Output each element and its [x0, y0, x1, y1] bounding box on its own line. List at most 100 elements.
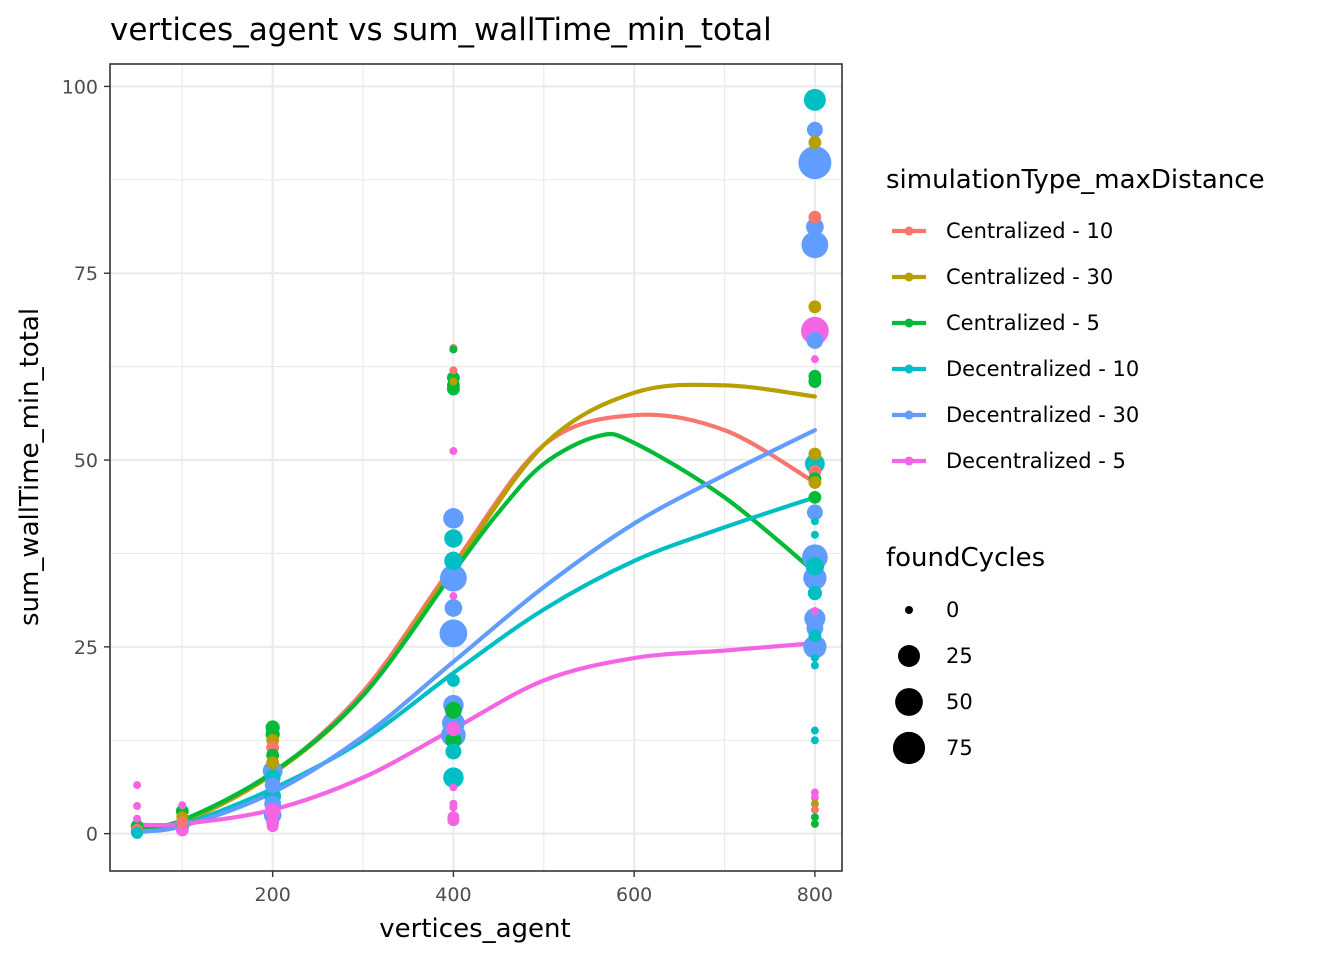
- data-point: [440, 564, 467, 592]
- size-legend-key: [905, 606, 913, 614]
- data-point: [806, 121, 823, 138]
- data-point: [449, 592, 458, 601]
- data-point: [449, 366, 458, 375]
- data-point: [264, 777, 281, 794]
- data-point: [810, 793, 819, 802]
- smooth-line: [135, 428, 817, 834]
- data-point: [446, 674, 460, 687]
- data-point: [444, 551, 463, 571]
- data-point: [808, 629, 822, 643]
- data-points: [130, 88, 832, 839]
- legend-key-point: [904, 364, 914, 374]
- size-legend-label: 25: [946, 644, 973, 668]
- data-point: [810, 606, 819, 615]
- legend-key-point: [904, 318, 914, 328]
- data-point: [808, 375, 822, 388]
- legend-label: Decentralized - 5: [946, 449, 1126, 473]
- data-point: [266, 820, 279, 833]
- data-point: [445, 743, 462, 760]
- data-point: [439, 619, 468, 648]
- data-point: [133, 801, 142, 810]
- axes: 200 400 600 800 0 25 50 75 100: [62, 76, 833, 906]
- size-legend-key: [898, 645, 920, 667]
- data-point: [810, 355, 819, 364]
- data-point: [443, 767, 464, 788]
- data-point: [447, 814, 460, 827]
- data-point: [445, 732, 462, 749]
- data-point: [808, 447, 822, 461]
- smooth-lines: [135, 382, 817, 835]
- y-tick-label: 100: [62, 76, 98, 98]
- data-point: [808, 300, 822, 314]
- x-tick-label: 800: [797, 884, 833, 906]
- data-point: [808, 490, 822, 504]
- data-point: [808, 210, 822, 224]
- data-point: [444, 701, 462, 719]
- data-point: [444, 529, 463, 548]
- data-point: [803, 635, 827, 659]
- data-point: [810, 654, 819, 663]
- x-tick-label: 200: [255, 884, 291, 906]
- data-point: [810, 736, 819, 745]
- x-tick-label: 400: [435, 884, 471, 906]
- size-legend-label: 75: [946, 736, 973, 760]
- data-point: [133, 814, 142, 823]
- data-point: [449, 783, 458, 792]
- data-point: [805, 556, 825, 576]
- smooth-line: [135, 412, 817, 833]
- data-point: [810, 819, 819, 828]
- data-point: [803, 88, 826, 111]
- size-legend-title: foundCycles: [886, 543, 1045, 573]
- data-point: [449, 345, 458, 354]
- data-point: [443, 508, 464, 529]
- data-point: [810, 517, 819, 526]
- size-legend-key: [895, 688, 923, 716]
- legend-label: Decentralized - 10: [946, 357, 1139, 381]
- data-point: [808, 136, 822, 149]
- data-point: [808, 476, 822, 489]
- data-point: [449, 377, 458, 386]
- data-point: [807, 585, 823, 601]
- size-legend-label: 50: [946, 690, 973, 714]
- data-point: [176, 816, 189, 829]
- size-legend-key: [892, 731, 926, 765]
- x-tick-label: 600: [616, 884, 652, 906]
- x-axis-title: vertices_agent: [379, 914, 570, 944]
- smooth-line: [135, 382, 817, 833]
- y-axis-title: sum_wallTime_min_total: [15, 308, 45, 626]
- data-point: [133, 781, 142, 790]
- data-point: [806, 218, 824, 236]
- legend-label: Decentralized - 30: [946, 403, 1139, 427]
- data-point: [806, 332, 824, 349]
- color-legend-title: simulationType_maxDistance: [886, 165, 1265, 195]
- data-point: [810, 530, 819, 539]
- size-legend: foundCycles 0 25 50 75: [886, 543, 1045, 765]
- data-point: [178, 801, 187, 810]
- chart-title: vertices_agent vs sum_wallTime_min_total: [110, 12, 772, 48]
- legend-key-point: [904, 226, 914, 236]
- data-point: [806, 504, 823, 521]
- y-tick-label: 25: [74, 637, 98, 659]
- data-point: [266, 756, 280, 770]
- data-point: [264, 803, 281, 820]
- size-legend-label: 0: [946, 598, 959, 622]
- legend-key-point: [904, 272, 914, 282]
- data-point: [798, 146, 832, 180]
- data-point: [810, 726, 819, 735]
- legend-label: Centralized - 10: [946, 219, 1113, 243]
- data-point: [810, 805, 819, 814]
- data-point: [449, 447, 458, 456]
- grid: [110, 64, 842, 871]
- y-tick-label: 75: [74, 263, 98, 285]
- data-point: [131, 826, 144, 839]
- legend-key-point: [904, 456, 914, 466]
- smooth-line: [135, 640, 817, 828]
- data-point: [444, 599, 463, 617]
- y-tick-label: 50: [74, 450, 98, 472]
- legend-key-point: [904, 410, 914, 420]
- data-point: [810, 813, 819, 822]
- y-tick-label: 0: [86, 824, 98, 846]
- color-legend: simulationType_maxDistance Centralized -…: [886, 165, 1265, 473]
- data-point: [810, 661, 819, 670]
